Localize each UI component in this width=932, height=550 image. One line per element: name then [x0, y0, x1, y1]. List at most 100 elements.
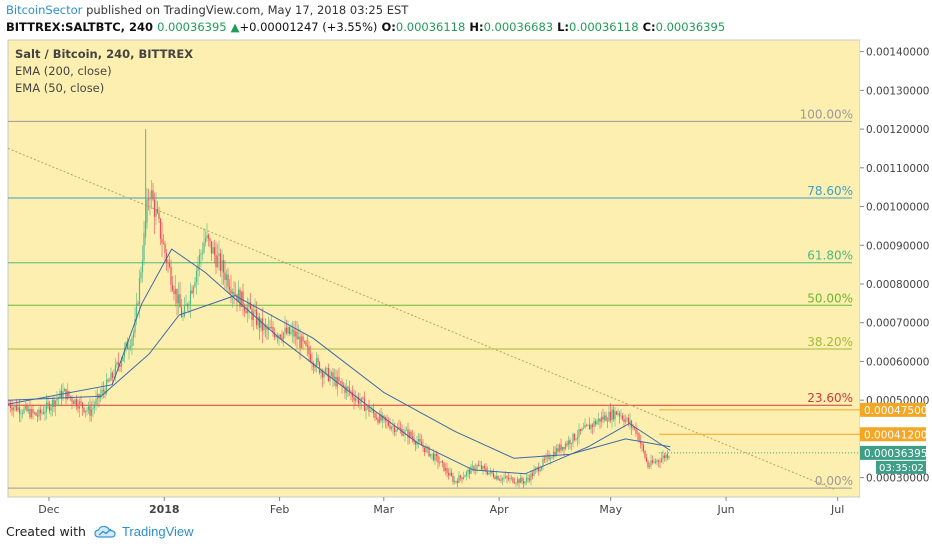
candle-body	[404, 430, 406, 435]
candle-body	[353, 396, 355, 401]
candle-body	[543, 459, 546, 460]
candle-body	[513, 482, 516, 484]
candle-body	[582, 428, 585, 429]
candle-body	[612, 409, 615, 420]
candle-body	[447, 472, 450, 476]
x-tick-label: Apr	[490, 503, 510, 516]
candle-body	[422, 445, 424, 448]
y-tick-label: 0.00100000	[866, 202, 929, 214]
candle-body	[401, 428, 403, 436]
candle-body	[494, 477, 496, 479]
tradingview-logo[interactable]: TradingView	[94, 524, 194, 539]
candle-body	[137, 303, 139, 305]
candle-body	[564, 443, 567, 450]
candle-body	[54, 400, 57, 407]
symbol-text: BITTREX:SALTBTC, 240	[6, 20, 154, 34]
candle-body	[486, 471, 489, 475]
candle-body	[51, 399, 54, 408]
legend-ema50[interactable]: EMA (50, close)	[15, 81, 104, 95]
candle-body	[317, 358, 319, 363]
candle-body	[362, 397, 364, 399]
candle-body	[257, 316, 259, 326]
candle-body	[617, 413, 619, 415]
candle-body	[161, 239, 163, 243]
time-axis[interactable]: Dec 2018 Feb Mar Apr May Jun Jul	[38, 497, 844, 516]
candle-body	[344, 386, 346, 393]
candle-body	[585, 425, 588, 426]
candle-body	[440, 461, 442, 463]
candle-body	[554, 451, 556, 456]
candle-body	[395, 430, 397, 432]
candle-body	[27, 409, 30, 411]
countdown-box	[876, 460, 926, 474]
candle-body	[581, 428, 583, 431]
candle-body	[170, 267, 172, 286]
candle-body	[405, 429, 408, 431]
candle-body	[8, 404, 10, 406]
candle-body	[446, 467, 448, 473]
price-chart[interactable]: 100.00%78.60%61.80%50.00%38.20%23.60%0.0…	[0, 0, 932, 522]
candle-body	[587, 424, 589, 426]
candle-body	[314, 366, 316, 368]
x-tick-label: May	[599, 503, 622, 516]
candle-body	[560, 444, 562, 451]
candle-body	[459, 475, 462, 478]
candle-body	[545, 456, 547, 460]
candle-body	[308, 346, 310, 355]
candle-body	[114, 364, 117, 377]
candle-body	[111, 372, 114, 378]
last-price: 0.00036395	[157, 20, 227, 34]
candle-body	[419, 439, 421, 442]
candle-body	[633, 427, 636, 429]
candle-body	[609, 411, 612, 421]
candle-body	[579, 429, 582, 431]
high-label: H:	[469, 20, 484, 34]
candle-body	[141, 260, 144, 273]
price-axis-area[interactable]	[860, 40, 930, 497]
y-tick-label: 0.00090000	[866, 240, 929, 252]
candle-body	[50, 407, 52, 411]
candle-body	[315, 358, 318, 368]
candle-body	[665, 454, 667, 459]
candle-body	[36, 415, 39, 417]
candle-body	[89, 406, 91, 416]
candle-body	[563, 446, 565, 450]
candle-body	[495, 476, 498, 479]
candle-body	[597, 418, 600, 422]
candle-body	[450, 472, 453, 476]
candle-body	[555, 448, 558, 456]
chart-plot-area[interactable]	[7, 39, 861, 498]
candle-body	[164, 243, 166, 253]
candle-body	[263, 325, 265, 331]
candle-body	[32, 409, 34, 413]
candle-body	[128, 347, 130, 350]
candle-body	[177, 294, 180, 304]
candle-body	[192, 286, 195, 294]
tradingview-brand[interactable]: TradingView	[121, 524, 194, 539]
legend-ema200[interactable]: EMA (200, close)	[15, 64, 112, 78]
candle-body	[542, 459, 544, 467]
candle-body	[71, 397, 73, 402]
candle-body	[146, 199, 148, 223]
candle-body	[570, 443, 573, 444]
candle-body	[461, 477, 463, 480]
candle-body	[156, 208, 159, 213]
candle-body	[117, 362, 120, 365]
candle-body	[138, 278, 141, 305]
candle-body	[428, 447, 430, 457]
candle-body	[396, 427, 399, 431]
candle-body	[248, 302, 250, 307]
candle-body	[126, 342, 129, 350]
price-tag-label: 0.00036395	[864, 448, 927, 460]
candle-body	[266, 327, 268, 330]
candle-body	[429, 453, 432, 457]
candle-body	[222, 260, 225, 273]
candle-body	[56, 399, 58, 401]
candle-body	[132, 332, 135, 339]
y-tick-label: 0.00120000	[866, 124, 929, 136]
candle-body	[231, 291, 234, 294]
candle-body	[347, 386, 349, 389]
author-link[interactable]: BitcoinSector	[6, 3, 83, 17]
candle-body	[107, 379, 109, 382]
candle-body	[510, 477, 513, 479]
